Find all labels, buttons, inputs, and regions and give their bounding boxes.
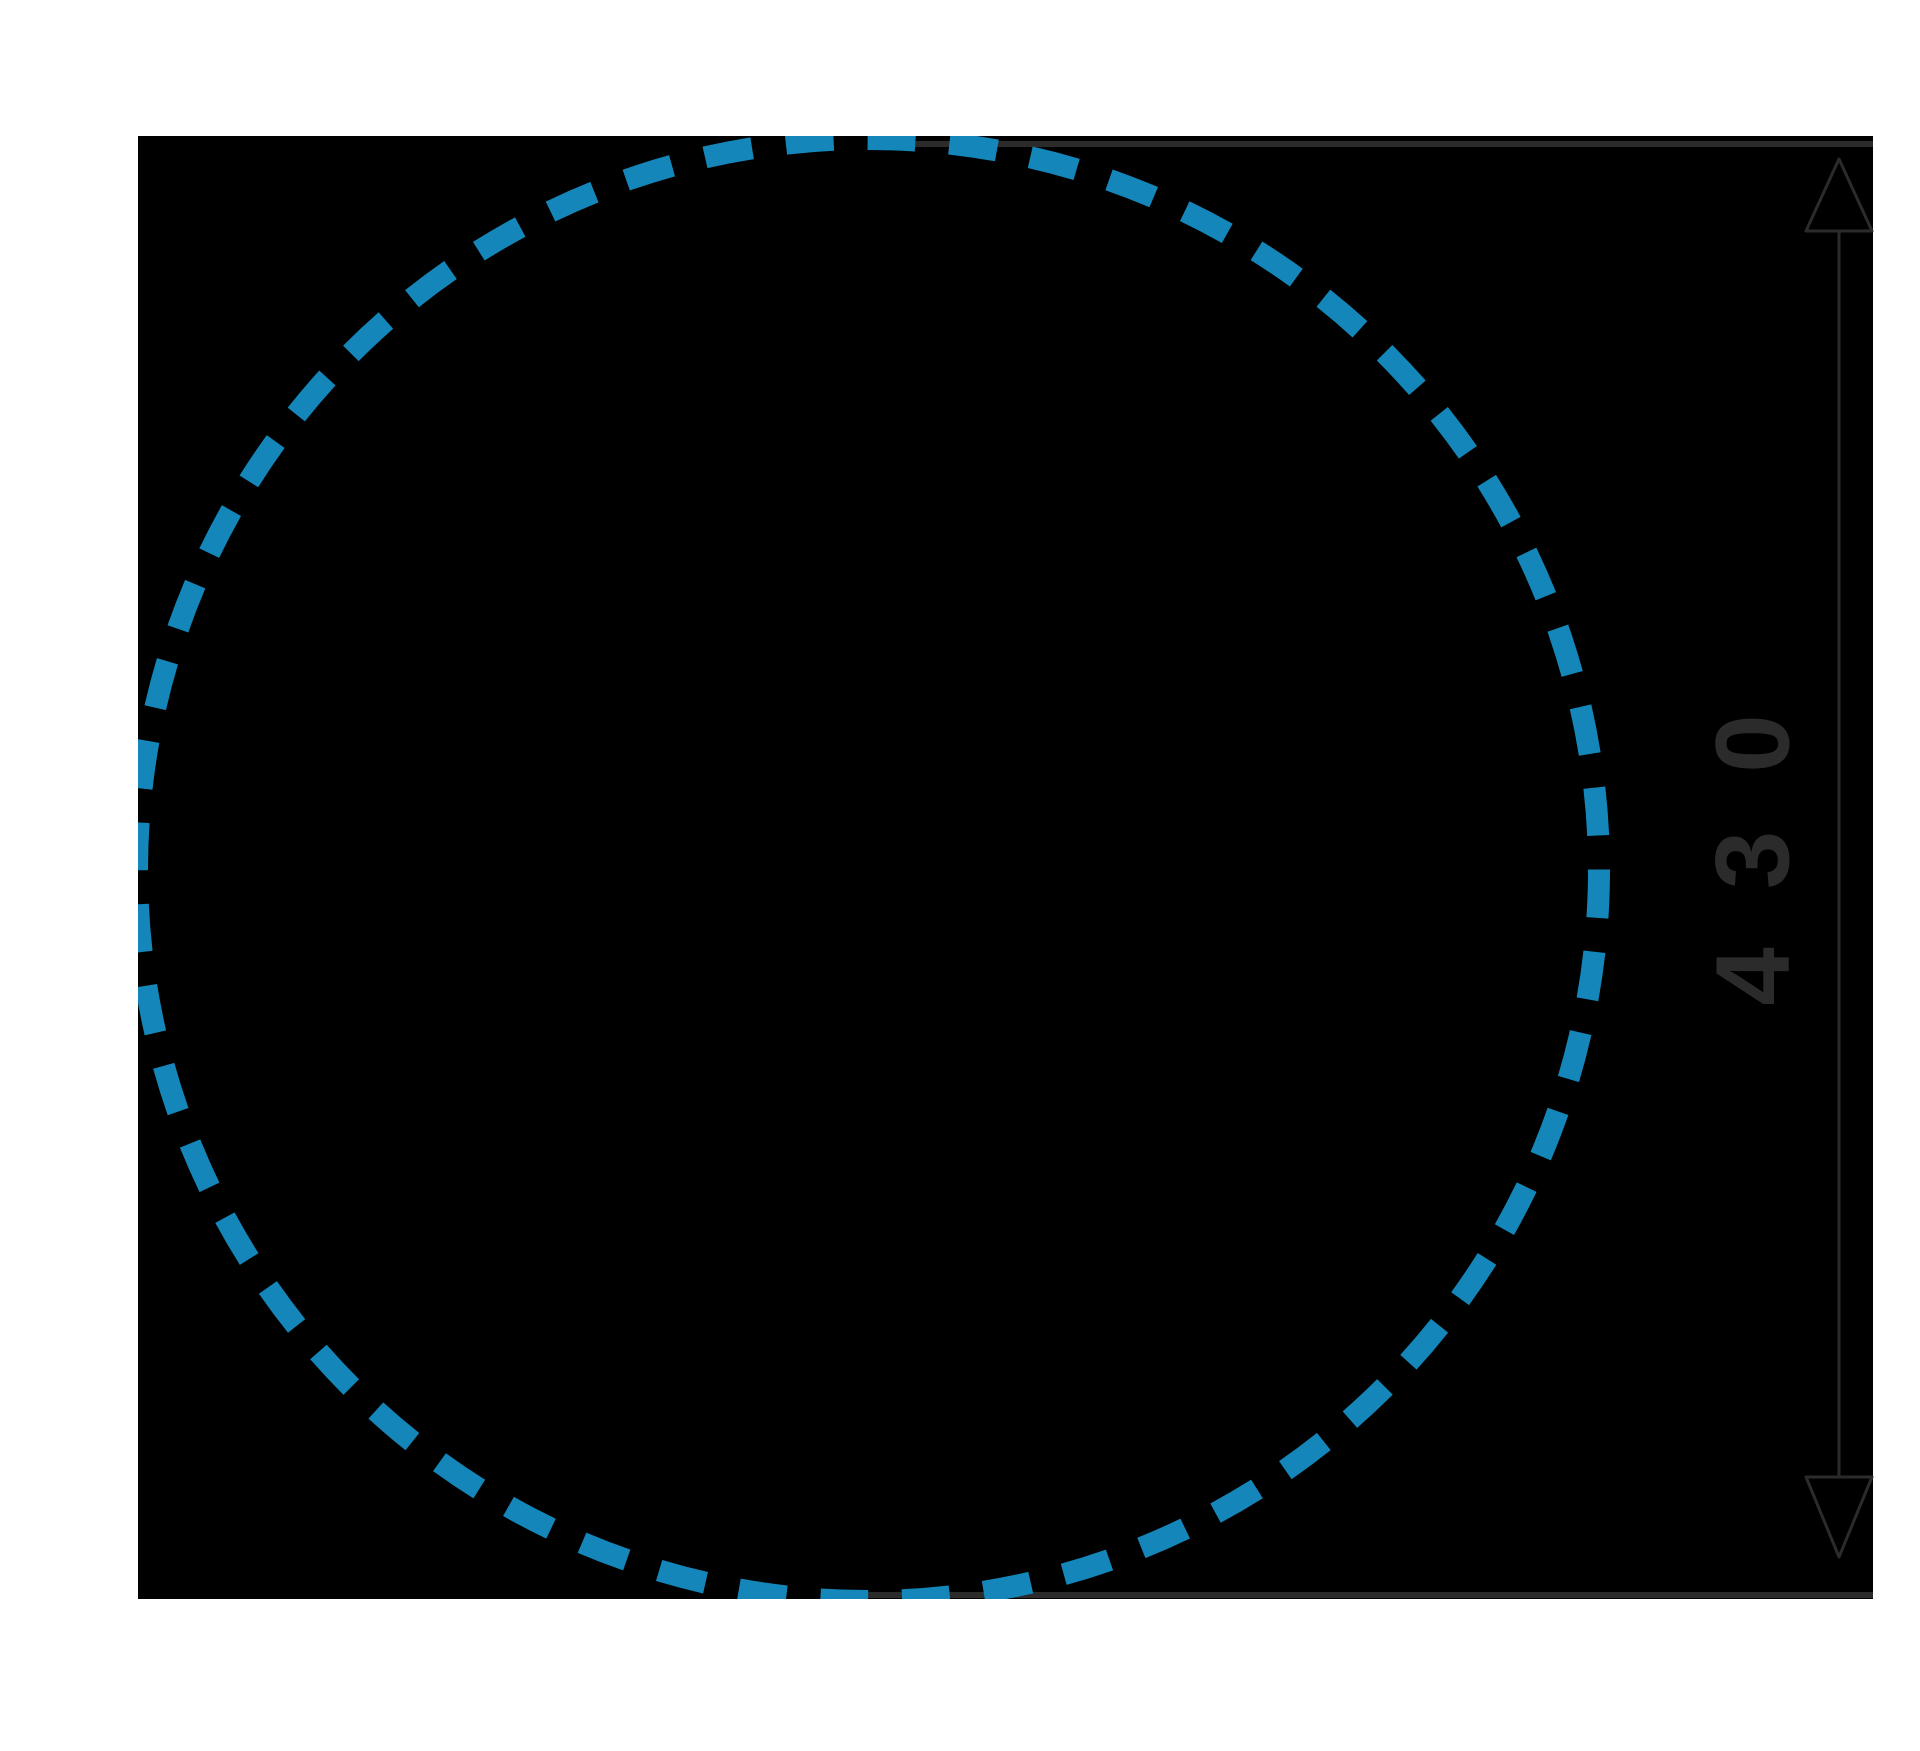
svg-text:430: 430 [1695,656,1812,1005]
